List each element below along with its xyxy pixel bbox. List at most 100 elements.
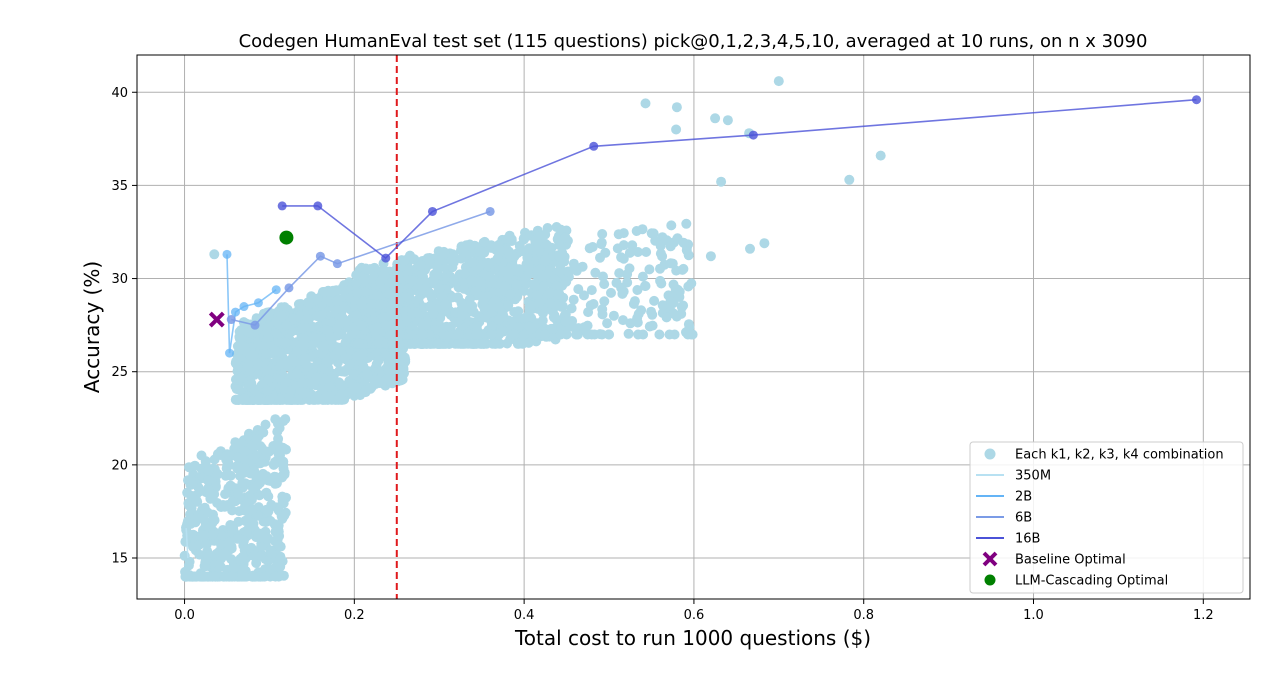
- scatter-point: [325, 382, 336, 392]
- scatter-point: [657, 300, 668, 311]
- scatter-point: [209, 515, 220, 526]
- scatter-point: [472, 329, 483, 340]
- x-tick-label: 0.8: [853, 608, 874, 623]
- scatter-point: [259, 571, 270, 582]
- scatter-point: [221, 454, 232, 465]
- scatter-point: [394, 338, 405, 349]
- scatter-point: [552, 289, 563, 300]
- scatter-point: [305, 321, 316, 332]
- scatter-point: [555, 329, 566, 340]
- scatter-point: [617, 288, 628, 299]
- scatter-point: [479, 236, 490, 247]
- scatter-point: [333, 345, 344, 356]
- scatter-point: [226, 520, 237, 531]
- scatter-point: [321, 325, 332, 336]
- scatter-point: [201, 537, 212, 548]
- scatter-point: [683, 319, 694, 330]
- scatter-point: [207, 529, 218, 540]
- scatter-point: [375, 299, 386, 310]
- scatter-point: [309, 332, 319, 343]
- scatter-point: [184, 556, 195, 567]
- scatter-point: [616, 252, 627, 263]
- scatter-point: [424, 256, 435, 267]
- chart-title: Codegen HumanEval test set (115 question…: [239, 31, 1148, 52]
- scatter-point: [633, 309, 644, 319]
- series-point-16b: [427, 206, 437, 216]
- scatter-point: [573, 284, 584, 295]
- scatter-point: [360, 286, 371, 297]
- scatter-point: [622, 269, 633, 280]
- scatter-point: [310, 394, 321, 405]
- scatter-point: [638, 329, 649, 340]
- scatter-point: [219, 501, 230, 512]
- scatter-point: [254, 490, 265, 501]
- scatter-point: [389, 364, 400, 375]
- scatter-point: [291, 368, 302, 379]
- scatter-point: [661, 312, 672, 323]
- scatter-point: [665, 258, 676, 269]
- scatter-point: [411, 308, 422, 318]
- scatter-point: [773, 76, 784, 87]
- y-axis-label: Accuracy (%): [80, 261, 104, 393]
- scatter-point: [492, 241, 503, 252]
- scatter-point: [263, 506, 274, 517]
- scatter-point: [285, 385, 296, 396]
- scatter-point: [672, 284, 683, 295]
- scatter-point: [271, 328, 282, 339]
- scatter-point: [380, 320, 391, 331]
- legend-label: Each k1, k2, k3, k4 combination: [1015, 448, 1224, 463]
- scatter-point: [243, 327, 254, 337]
- scatter-point: [233, 488, 243, 499]
- scatter-point: [319, 286, 330, 297]
- scatter-point: [261, 365, 272, 376]
- scatter-point: [346, 388, 357, 399]
- series-line-350m: [185, 528, 189, 559]
- scatter-point: [608, 310, 619, 321]
- scatter-point: [537, 315, 548, 326]
- scatter-point: [261, 348, 272, 359]
- scatter-point: [844, 174, 855, 185]
- scatter-point: [499, 266, 509, 277]
- scatter-point: [256, 542, 266, 552]
- scatter-point: [587, 242, 598, 252]
- scatter-point: [448, 274, 459, 285]
- scatter-point: [245, 468, 256, 479]
- scatter-point: [432, 263, 443, 274]
- scatter-point: [260, 419, 271, 430]
- series-point-2b: [225, 348, 235, 358]
- x-tick-label: 0.4: [514, 608, 535, 623]
- scatter-point: [307, 340, 318, 351]
- scatter-point: [203, 465, 214, 476]
- scatter-point: [243, 431, 254, 442]
- scatter-point: [399, 256, 410, 267]
- scatter-point: [212, 449, 223, 459]
- scatter-point: [199, 514, 209, 525]
- scatter-point: [356, 298, 367, 309]
- scatter-point: [705, 251, 716, 262]
- cascade-optimal-marker: [279, 230, 294, 245]
- scatter-point: [253, 528, 263, 539]
- scatter-point: [251, 434, 262, 445]
- scatter-point: [353, 338, 364, 349]
- scatter-point: [373, 337, 384, 348]
- scatter-point: [456, 253, 466, 264]
- scatter-point: [513, 322, 524, 333]
- scatter-point: [312, 293, 323, 304]
- scatter-point: [566, 303, 577, 314]
- scatter-point: [216, 539, 226, 550]
- scatter-point: [474, 245, 485, 256]
- scatter-point: [426, 293, 437, 303]
- legend-label: Baseline Optimal: [1015, 553, 1126, 568]
- scatter-point: [233, 452, 244, 463]
- scatter-point: [681, 245, 692, 256]
- scatter-point: [595, 252, 605, 263]
- scatter-point: [492, 253, 503, 264]
- scatter-point: [297, 323, 308, 334]
- scatter-point: [470, 286, 481, 297]
- scatter-point: [302, 313, 313, 324]
- scatter-point: [202, 475, 213, 486]
- scatter-point: [509, 307, 520, 317]
- scatter-point: [263, 332, 274, 343]
- scatter-point: [640, 281, 651, 291]
- scatter-point: [253, 479, 264, 490]
